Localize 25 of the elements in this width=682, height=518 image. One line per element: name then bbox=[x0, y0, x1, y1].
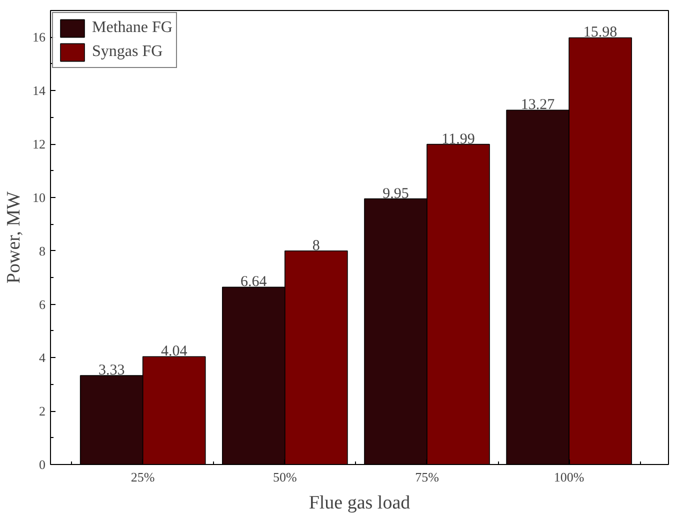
data-label: 6.64 bbox=[240, 274, 268, 290]
x-axis-title: Flue gas load bbox=[308, 492, 411, 514]
data-label: 13.27 bbox=[520, 97, 556, 114]
data-label: 11.99 bbox=[442, 131, 475, 148]
y-tick-label: 16 bbox=[32, 30, 46, 45]
y-tick-label: 6 bbox=[39, 296, 46, 312]
y-tick-label: 14 bbox=[32, 83, 46, 98]
y-axis-title: Power, MW bbox=[4, 191, 24, 284]
legend-label: Syngas FG bbox=[92, 43, 163, 61]
y-tick-label: 4 bbox=[39, 350, 46, 366]
y-tick-label: 8 bbox=[39, 243, 46, 258]
x-tick-label: 25% bbox=[130, 470, 155, 484]
x-tick-label: 100% bbox=[554, 470, 584, 484]
data-label: 15.98 bbox=[583, 24, 618, 41]
y-tick-label: 0 bbox=[39, 457, 46, 472]
data-label: 9.95 bbox=[382, 186, 409, 202]
x-tick-label: 75% bbox=[415, 470, 440, 484]
data-label: 4.04 bbox=[160, 344, 188, 360]
y-tick-label: 2 bbox=[39, 404, 46, 419]
x-tick-label: 50% bbox=[273, 470, 297, 484]
data-label: 8 bbox=[312, 238, 320, 254]
data-label: 3.33 bbox=[98, 362, 125, 379]
legend-label: Methane FG bbox=[92, 19, 172, 37]
y-tick-label: 10 bbox=[32, 190, 46, 205]
y-tick-label: 12 bbox=[32, 136, 46, 152]
